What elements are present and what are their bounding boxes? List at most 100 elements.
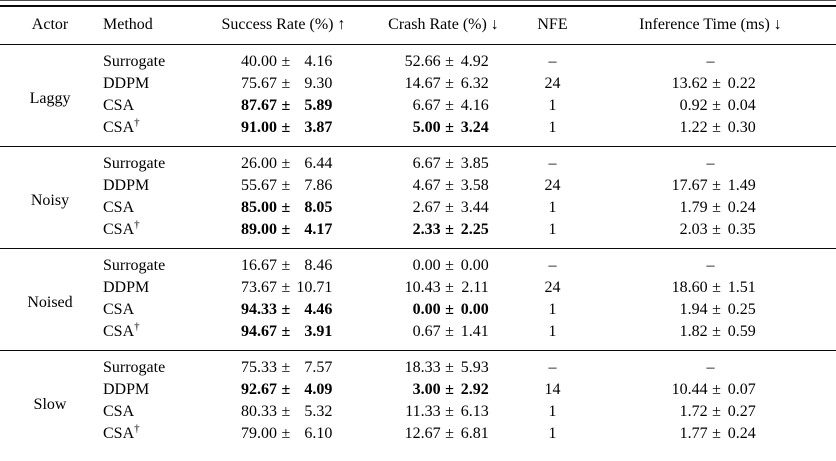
inference-time-cell-value: 1.94 ±0.25 (679, 301, 756, 318)
actor-label: Noised (27, 293, 73, 311)
inference-time-cell-value: 13.62 ±0.22 (671, 75, 756, 92)
nfe-cell: 1 (548, 323, 557, 340)
inference-time-cell-value: 10.44 ±0.07 (671, 381, 756, 398)
table-header: Actor Method Success Rate (%) ↑ Crash Ra… (0, 6, 836, 45)
inference-time-cell-value: 18.60 ±1.51 (671, 279, 756, 296)
crash-rate-cell-value: 10.43 ±2.11 (404, 279, 489, 296)
success-rate-cell-value: 26.00 ±6.44 (241, 155, 333, 172)
table-row: CSA† 89.00 ±4.17 2.33 ±2.25 1 2.03 ±0.35 (0, 219, 836, 249)
actor-label: Laggy (29, 89, 71, 107)
dagger-mark: † (134, 422, 140, 435)
method-label: CSA† (103, 422, 140, 442)
col-header-actor: Actor (31, 16, 69, 33)
success-rate-cell-value: 16.67 ±8.46 (241, 257, 333, 274)
table-row: Noisy Surrogate 26.00 ±6.44 6.67 ±3.85 – – (0, 147, 836, 209)
success-rate-cell-value: 89.00 ±4.17 (241, 221, 333, 238)
success-rate-cell-value: 80.33 ±5.32 (241, 403, 333, 420)
success-rate-cell: 85.00 ±8.05 (200, 197, 367, 219)
crash-rate-cell-value: 18.33 ±5.93 (404, 359, 489, 376)
col-header-nfe: NFE (537, 16, 568, 33)
inference-time-cell-value: 1.77 ±0.24 (679, 425, 756, 442)
inference-time-cell: 1.94 ±0.25 (585, 299, 836, 321)
actor-group-slow: Slow Surrogate 75.33 ±7.57 18.33 ±5.93 – – DDPM 9… (0, 350, 836, 453)
actor-label: Slow (33, 395, 67, 413)
inference-time-cell-value: 1.82 ±0.59 (679, 323, 756, 340)
inference-time-cell: 0.92 ±0.04 (585, 95, 836, 117)
actor-group-laggy: Laggy Surrogate 40.00 ±4.16 52.66 ±4.92 – – DDPM… (0, 45, 836, 147)
success-rate-cell: 91.00 ±3.87 (200, 117, 367, 147)
inference-time-cell: – (706, 155, 715, 172)
method-label: CSA (103, 301, 135, 318)
inference-time-cell: 1.72 ±0.27 (585, 401, 836, 423)
success-rate-cell-value: 75.67 ±9.30 (241, 75, 333, 92)
success-rate-cell-value: 94.67 ±3.91 (241, 323, 333, 340)
success-rate-cell-value: 55.67 ±7.86 (241, 177, 333, 194)
table-row: Laggy Surrogate 40.00 ±4.16 52.66 ±4.92 – – (0, 45, 836, 107)
method-label: DDPM (103, 75, 150, 92)
nfe-cell: 24 (544, 177, 561, 194)
success-rate-cell-value: 75.33 ±7.57 (241, 359, 333, 376)
method-label: CSA (103, 97, 135, 114)
col-header-success-rate: Success Rate (%) ↑ (221, 16, 346, 33)
success-rate-cell-value: 73.67 ±10.71 (241, 279, 333, 296)
crash-rate-cell-value: 0.67 ±1.41 (412, 323, 489, 340)
success-rate-cell-value: 40.00 ±4.16 (241, 53, 333, 70)
nfe-cell: 1 (548, 221, 557, 238)
method-label: DDPM (103, 177, 150, 194)
nfe-cell: – (548, 155, 557, 172)
nfe-cell: – (548, 257, 557, 274)
col-header-crash-rate: Crash Rate (%) ↓ (388, 16, 499, 33)
success-rate-cell-value: 79.00 ±6.10 (241, 425, 333, 442)
success-rate-cell: 87.67 ±5.89 (200, 95, 367, 117)
col-header-inference-time: Inference Time (ms) ↓ (639, 16, 782, 33)
col-header-method: Method (103, 16, 153, 33)
success-rate-cell: 16.67 ±8.46 (200, 249, 367, 278)
crash-rate-cell-value: 3.00 ±2.92 (412, 381, 489, 398)
success-rate-cell-value: 87.67 ±5.89 (241, 97, 333, 114)
crash-rate-cell: 52.66 ±4.92 (367, 45, 520, 74)
crash-rate-cell-value: 6.67 ±4.16 (412, 97, 489, 114)
crash-rate-cell-value: 11.33 ±6.13 (405, 403, 489, 420)
method-label: Surrogate (103, 155, 166, 172)
inference-time-cell: 1.22 ±0.30 (585, 117, 836, 147)
inference-time-cell: 1.79 ±0.24 (585, 197, 836, 219)
table-row: DDPM 73.67 ±10.71 10.43 ±2.11 24 18.60 ±1.51 (0, 277, 836, 299)
actor-group-noisy: Noisy Surrogate 26.00 ±6.44 6.67 ±3.85 – – DDPM 5… (0, 146, 836, 249)
success-rate-cell: 75.67 ±9.30 (200, 73, 367, 95)
success-rate-cell-value: 94.33 ±4.46 (241, 301, 333, 318)
actor-group-noised: Noised Surrogate 16.67 ±8.46 0.00 ±0.00 – – DDPM… (0, 248, 836, 351)
crash-rate-cell-value: 2.67 ±3.44 (412, 199, 489, 216)
method-label: CSA† (103, 116, 140, 136)
inference-time-cell: 1.82 ±0.59 (585, 321, 836, 351)
inference-time-cell: 13.62 ±0.22 (585, 73, 836, 95)
inference-time-cell-value: 2.03 ±0.35 (679, 221, 756, 238)
success-rate-cell: 79.00 ±6.10 (200, 423, 367, 452)
nfe-cell: – (548, 53, 557, 70)
crash-rate-cell-value: 14.67 ±6.32 (404, 75, 489, 92)
nfe-cell: 1 (548, 403, 557, 420)
crash-rate-cell: 12.67 ±6.81 (367, 423, 520, 452)
inference-time-cell: – (706, 257, 715, 274)
nfe-cell: 1 (548, 97, 557, 114)
success-rate-cell: 55.67 ±7.86 (200, 175, 367, 197)
table-row: Noised Surrogate 16.67 ±8.46 0.00 ±0.00 – – (0, 249, 836, 311)
nfe-cell: 1 (548, 199, 557, 216)
method-label: CSA (103, 403, 135, 420)
crash-rate-cell-value: 4.67 ±3.58 (412, 177, 489, 194)
crash-rate-cell-value: 12.67 ±6.81 (404, 425, 489, 442)
table-row: DDPM 55.67 ±7.86 4.67 ±3.58 24 17.67 ±1.49 (0, 175, 836, 197)
crash-rate-cell-value: 0.00 ±0.00 (412, 257, 489, 274)
crash-rate-cell: 6.67 ±3.85 (367, 147, 520, 176)
table-row: DDPM 92.67 ±4.09 3.00 ±2.92 14 10.44 ±0.07 (0, 379, 836, 401)
inference-time-cell: 2.03 ±0.35 (585, 219, 836, 249)
table-row: CSA 94.33 ±4.46 0.00 ±0.00 1 1.94 ±0.25 (0, 299, 836, 321)
table-row: CSA† 79.00 ±6.10 12.67 ±6.81 1 1.77 ±0.24 (0, 423, 836, 452)
table-row: Slow Surrogate 75.33 ±7.57 18.33 ±5.93 – – (0, 351, 836, 413)
crash-rate-cell-value: 0.00 ±0.00 (412, 301, 489, 318)
method-label: CSA† (103, 218, 140, 238)
success-rate-cell: 92.67 ±4.09 (200, 379, 367, 401)
table-row: CSA 85.00 ±8.05 2.67 ±3.44 1 1.79 ±0.24 (0, 197, 836, 219)
crash-rate-cell: 0.00 ±0.00 (367, 299, 520, 321)
inference-time-cell: – (706, 359, 715, 376)
